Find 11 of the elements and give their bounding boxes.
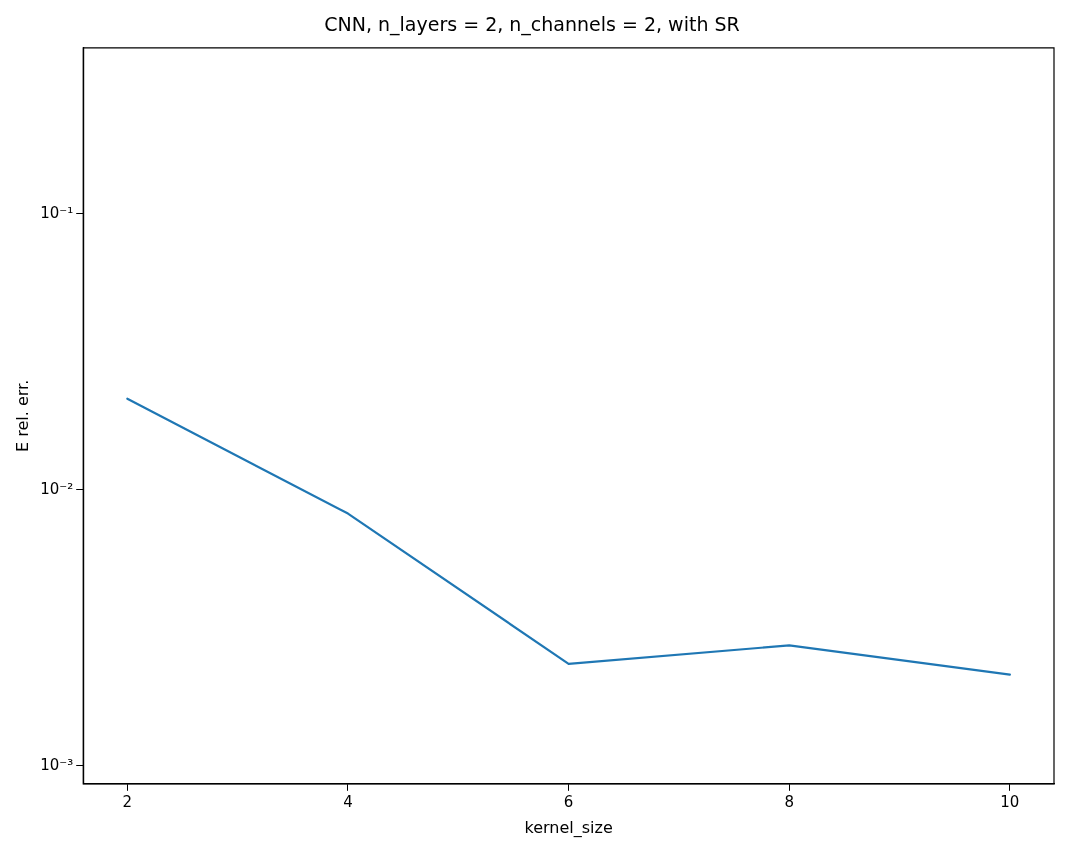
x-tick-label: 6 (563, 792, 574, 811)
y-tick-label: 10⁻³ (40, 755, 74, 774)
x-tick-label: 4 (343, 792, 353, 811)
x-tick-label: 8 (784, 792, 795, 811)
y-tick-label: 10⁻² (40, 479, 74, 498)
chart-title: CNN, n_layers = 2, n_channels = 2, with SR (324, 13, 740, 37)
x-tick-label: 2 (122, 792, 133, 811)
x-axis-title: kernel_size (524, 817, 613, 838)
y-tick-label: 10⁻¹ (40, 203, 74, 222)
y-axis-title: E rel. err. (12, 379, 32, 452)
x-tick-label: 10 (1000, 792, 1020, 811)
